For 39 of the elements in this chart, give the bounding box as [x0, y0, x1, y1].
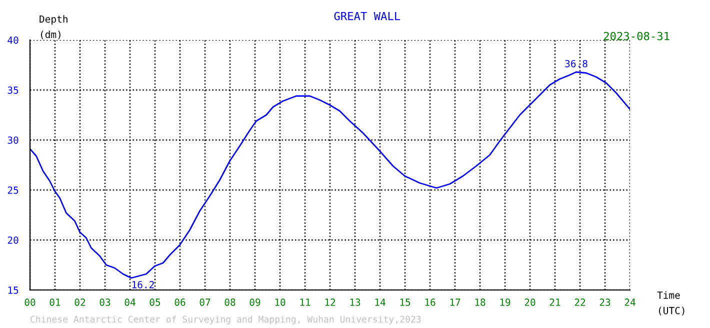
x-tick-label: 18: [475, 298, 486, 306]
x-tick-label: 15: [400, 298, 410, 306]
annotation: 2023-08-31: [604, 32, 670, 40]
annotation: 36.8: [565, 60, 588, 68]
x-tick-label: 13: [350, 298, 360, 306]
x-tick-label: 22: [574, 298, 586, 306]
x-tick-label: 20: [524, 298, 536, 306]
x-tick-label: 06: [174, 298, 186, 306]
chart-title: GREAT WALL: [334, 12, 400, 20]
x-tick-label: 05: [150, 298, 160, 306]
x-tick-label: 02: [74, 298, 86, 306]
x-tick-label: 04: [124, 298, 136, 306]
x-tick-label: 10: [275, 298, 286, 306]
y-tick-label: 25: [8, 186, 18, 194]
y-tick-label: 15: [8, 286, 18, 294]
x-tick-label: 03: [100, 298, 110, 306]
x-tick-label: 19: [500, 298, 510, 306]
line-series: [30, 71, 630, 279]
x-tick-label: 07: [200, 298, 210, 306]
y-tick-label: 20: [8, 236, 18, 244]
x-tick-label: 12: [325, 298, 336, 306]
x-axis-title: Time (UTC): [657, 291, 684, 316]
x-tick-label: 11: [300, 298, 310, 306]
x-tick-label: 14: [375, 298, 386, 306]
x-tick-label: 08: [224, 298, 236, 306]
y-axis-title: Depth (dm): [40, 15, 68, 40]
y-tick-label: 30: [8, 136, 18, 144]
x-tick-label: 24: [624, 298, 636, 306]
x-tick-label: 01: [50, 298, 60, 306]
x-tick-label: 23: [600, 298, 610, 306]
y-tick-label: 40: [8, 36, 18, 44]
x-tick-label: 09: [250, 298, 260, 306]
x-tick-label: 16: [425, 298, 436, 306]
x-tick-label: 21: [550, 298, 560, 306]
text: Chinese Antarctic Center of Surveying and Mapping, Wuhan University,2023: [30, 316, 421, 324]
x-tick-label: 00: [24, 298, 36, 306]
annotation: 16.2: [132, 281, 154, 288]
y-tick-label: 35: [8, 86, 18, 94]
x-tick-label: 17: [450, 298, 460, 306]
